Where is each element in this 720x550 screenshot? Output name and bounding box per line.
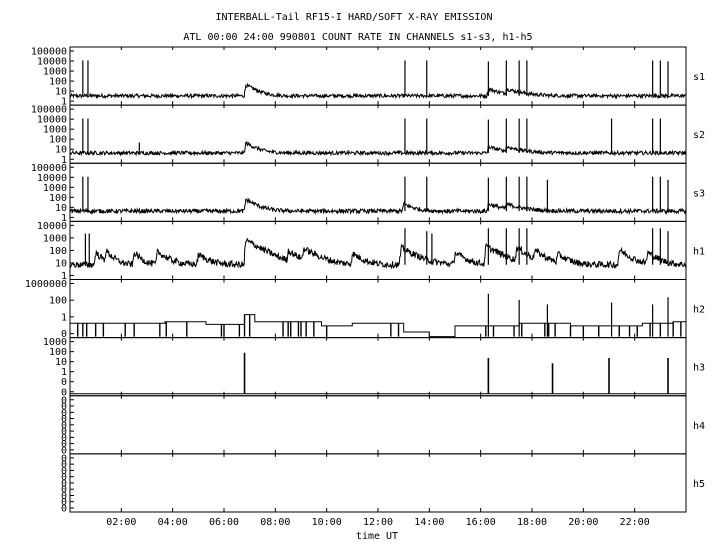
x-tick-label: 04:00 [158, 517, 188, 528]
y-tick-label: 0 [61, 453, 67, 464]
series-line-s2 [69, 140, 687, 157]
channel-label-s1: s1 [693, 72, 705, 83]
y-tick-label: 10 [55, 87, 67, 98]
y-tick-label: 0 [61, 478, 67, 489]
x-tick-label: 08:00 [260, 517, 290, 528]
y-tick-label: 0 [61, 504, 67, 515]
y-tick-label: 100000 [31, 105, 67, 116]
x-tick-label: 10:00 [312, 517, 342, 528]
y-tick-label: 100000 [31, 163, 67, 174]
y-tick-label: 100 [49, 347, 67, 358]
x-tick-label: 02:00 [106, 517, 136, 528]
y-tick-label: 0 [61, 439, 67, 450]
y-tick-label: 1000 [43, 233, 67, 244]
y-tick-label: 0 [61, 395, 67, 406]
y-tick-label: 100 [49, 246, 67, 257]
y-tick-label: 1000 [43, 337, 67, 348]
y-tick-label: 0 [61, 460, 67, 471]
y-tick-label: 1 [61, 271, 67, 282]
y-tick-label: 100 [49, 296, 67, 307]
channel-label-h3: h3 [693, 363, 705, 374]
y-tick-label: 0 [61, 497, 67, 508]
y-tick-label: 1 [61, 312, 67, 323]
y-tick-label: 100 [49, 193, 67, 204]
panel-frame-h4 [69, 395, 687, 455]
y-tick-label: 100000 [31, 47, 67, 58]
y-tick-label: 0 [61, 402, 67, 413]
channel-label-h5: h5 [693, 479, 705, 490]
y-tick-label: 1 [61, 155, 67, 166]
series-line-h2 [70, 314, 686, 338]
y-tick-label: 10000 [37, 173, 67, 184]
panel-frame-h3 [69, 337, 687, 397]
series-line-h1 [69, 237, 687, 270]
y-tick-label: 1 [61, 213, 67, 224]
y-tick-label: 0 [61, 433, 67, 444]
y-tick-label: 100 [49, 135, 67, 146]
panel-frame-h2 [69, 279, 687, 339]
chart-subtitle: ATL 00:00 24:00 990801 COUNT RATE IN CHA… [183, 32, 532, 43]
x-tick-label: 18:00 [517, 517, 547, 528]
y-tick-label: 100 [49, 77, 67, 88]
y-tick-label: 10 [55, 258, 67, 269]
series-line-s3 [69, 196, 686, 215]
y-tick-label: 10000 [37, 115, 67, 126]
channel-label-h1: h1 [693, 246, 705, 257]
channel-label-h4: h4 [693, 421, 705, 432]
channel-label-s2: s2 [693, 130, 705, 141]
y-tick-label: 0 [61, 377, 67, 388]
y-tick-label: 10000 [37, 221, 67, 232]
y-tick-label: 1000000 [25, 279, 67, 290]
y-tick-label: 0 [61, 420, 67, 431]
y-tick-label: 0 [61, 466, 67, 477]
y-tick-label: 1 [61, 367, 67, 378]
y-tick-label: 10 [55, 145, 67, 156]
y-tick-label: 0 [61, 491, 67, 502]
y-tick-label: 10000 [37, 57, 67, 68]
channel-label-s3: s3 [693, 188, 705, 199]
y-tick-label: 0 [61, 408, 67, 419]
y-tick-label: 1000 [43, 183, 67, 194]
panel-frame-h5 [69, 453, 687, 513]
x-tick-label: 06:00 [209, 517, 239, 528]
x-tick-label: 12:00 [363, 517, 393, 528]
x-axis-label: time UT [356, 531, 398, 542]
panel-frame-h1 [69, 220, 687, 280]
y-tick-label: 10 [55, 203, 67, 214]
y-tick-label: 1000 [43, 67, 67, 78]
y-tick-label: 1000 [43, 125, 67, 136]
panels-group: 100000100001000100101s110000010000100010… [25, 46, 705, 515]
series-line-s1 [69, 82, 687, 100]
x-tick-label: 16:00 [466, 517, 496, 528]
x-tick-label: 14:00 [414, 517, 444, 528]
x-axis: 02:00 04:00 06:00 08:00 10:00 12:00 14:00 16:00… [106, 517, 649, 528]
y-tick-label: 0 [61, 414, 67, 425]
channel-label-h2: h2 [693, 305, 705, 316]
y-tick-label: 0 [61, 485, 67, 496]
y-tick-label: 0 [61, 427, 67, 438]
y-tick-label: 0 [61, 387, 67, 398]
y-tick-label: 1 [61, 97, 67, 108]
y-tick-label: 0 [61, 329, 67, 340]
y-tick-label: 0 [61, 472, 67, 483]
x-tick-label: 22:00 [620, 517, 650, 528]
x-tick-label: 20:00 [568, 517, 598, 528]
chart-title: INTERBALL-Tail RF15-I HARD/SOFT X-RAY EM… [216, 12, 493, 23]
y-tick-label: 10 [55, 357, 67, 368]
y-tick-label: 0 [61, 445, 67, 456]
